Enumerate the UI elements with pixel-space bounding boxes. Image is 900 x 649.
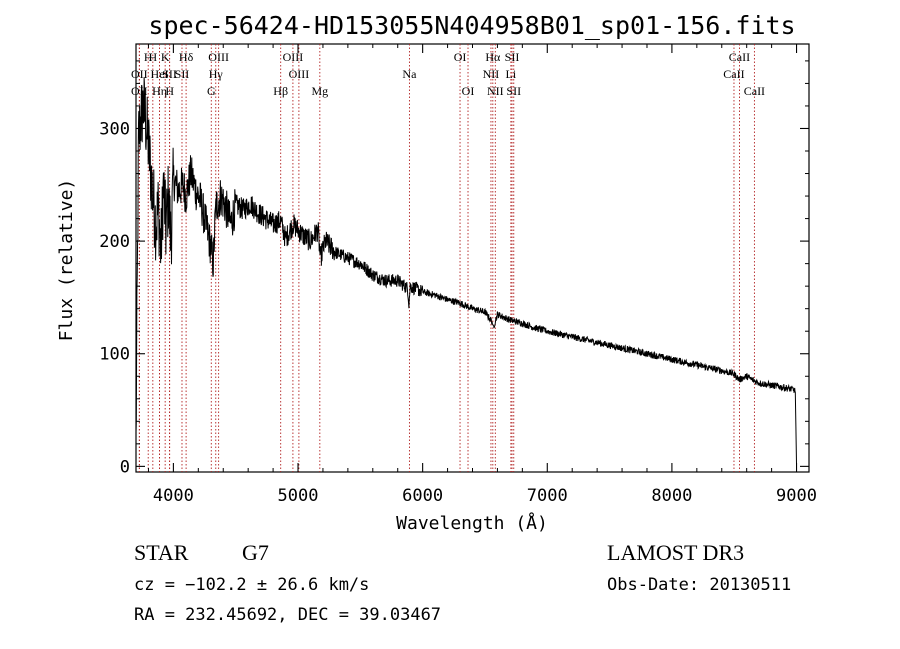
y-tick-label: 100 <box>99 345 130 365</box>
plot-frame <box>135 43 810 473</box>
line-label: Hη <box>152 84 167 98</box>
x-ticks: 4000 5000 6000 7000 8000 9000 <box>147 44 817 506</box>
line-label: K <box>161 50 170 64</box>
line-label: Mg <box>311 84 328 98</box>
line-label: H <box>165 84 174 98</box>
x-tick-label: 4000 <box>153 486 194 506</box>
line-label: NII <box>483 67 500 81</box>
line-label: CaII <box>729 50 750 64</box>
line-label: HeI <box>151 67 169 81</box>
line-label: OIII <box>289 67 310 81</box>
line-label: SII <box>506 84 521 98</box>
line-label: Hδ <box>179 50 194 64</box>
x-axis-label: Wavelength (Å) <box>396 512 548 534</box>
spectrum-series <box>135 77 797 465</box>
line-label: SII <box>175 67 190 81</box>
redshift-velocity: cz = −102.2 ± 26.6 km/s <box>134 575 369 595</box>
line-label: OIII <box>208 50 229 64</box>
y-tick-label: 200 <box>99 232 130 252</box>
line-label: OII <box>131 67 148 81</box>
line-label: OIII <box>283 50 304 64</box>
x-tick-label: 8000 <box>651 486 692 506</box>
line-label: Li <box>506 67 517 81</box>
emission-line-markers <box>138 44 755 472</box>
line-label: CaII <box>723 67 744 81</box>
x-tick-label: 6000 <box>402 486 443 506</box>
line-label: OI <box>454 50 467 64</box>
y-axis-label: Flux (relative) <box>56 179 77 342</box>
spectrum-line <box>135 77 797 465</box>
line-label: Hγ <box>209 67 224 81</box>
line-label: Hβ <box>273 84 288 98</box>
y-tick-label: 0 <box>120 457 130 477</box>
x-tick-label: 9000 <box>776 486 817 506</box>
line-label: SII <box>162 67 177 81</box>
line-label: G <box>207 84 216 98</box>
survey-name: LAMOST DR3 <box>607 540 744 565</box>
line-label: NII <box>487 84 504 98</box>
line-label: H <box>144 50 153 64</box>
y-tick-label: 300 <box>99 119 130 139</box>
line-label: Na <box>402 67 417 81</box>
line-label: Hα <box>485 50 501 64</box>
chart-title: spec-56424-HD153055N404958B01_sp01-156.f… <box>148 11 795 40</box>
line-label: OI <box>462 84 475 98</box>
x-tick-label: 7000 <box>527 486 568 506</box>
spectral-subclass: G7 <box>242 540 269 565</box>
object-type: STAR <box>134 540 189 565</box>
line-label: SII <box>505 50 520 64</box>
coordinates: RA = 232.45692, DEC = 39.03467 <box>134 605 441 625</box>
observation-date: Obs-Date: 20130511 <box>607 575 791 595</box>
line-label: CaII <box>744 84 765 98</box>
x-tick-label: 5000 <box>278 486 319 506</box>
y-ticks: 0 100 200 300 <box>99 60 809 477</box>
line-label: H <box>148 50 157 64</box>
